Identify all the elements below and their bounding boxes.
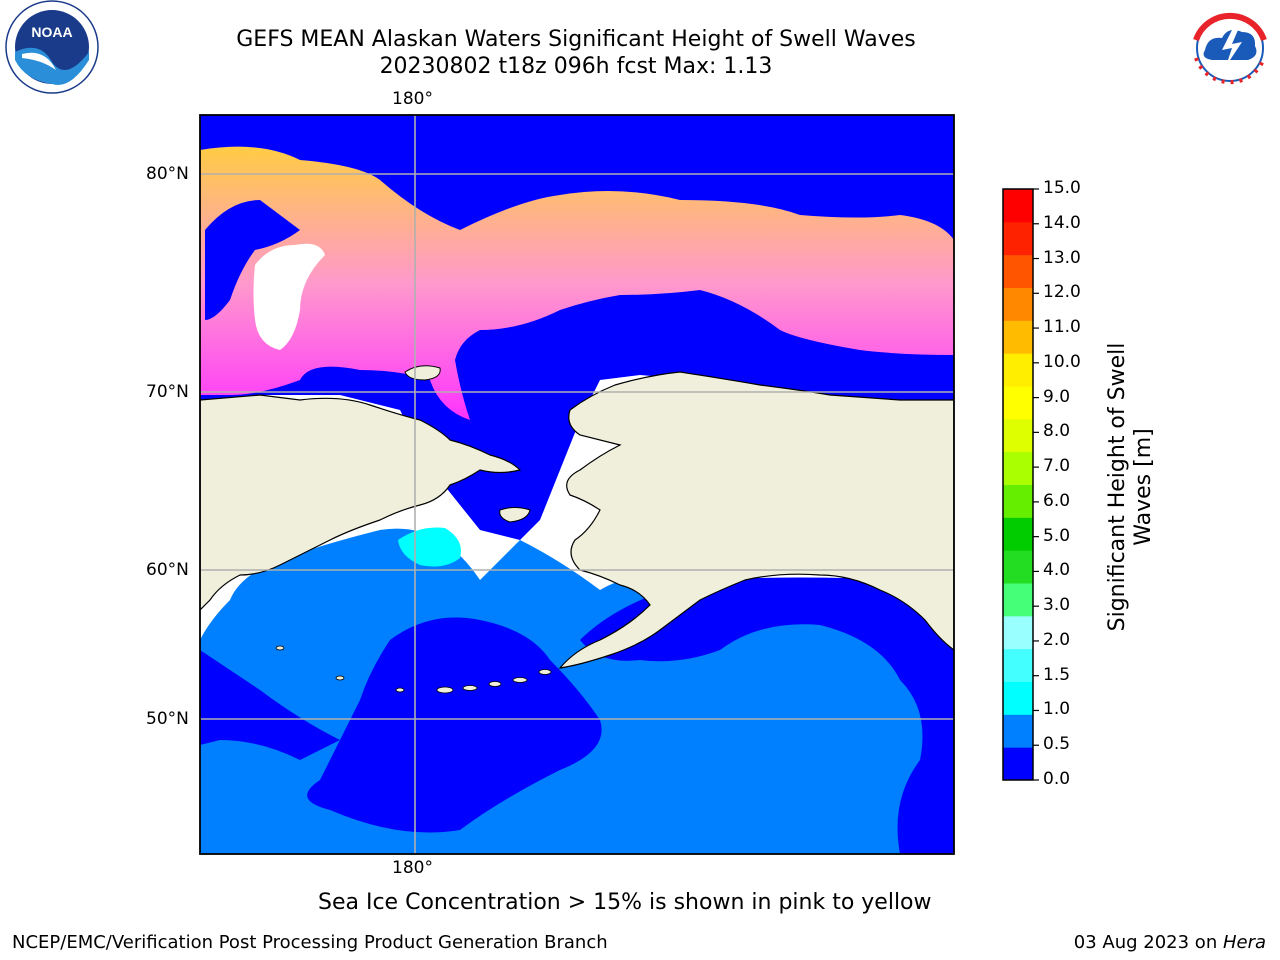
colorbar-tick-label: 1.5	[1043, 664, 1071, 685]
colorbar	[1002, 188, 1039, 781]
colorbar-tick-label: 0.5	[1043, 734, 1071, 755]
colorbar-tick-label: 6.0	[1043, 490, 1071, 511]
colorbar-tick-label: 0.0	[1043, 769, 1071, 789]
colorbar-title: Significant Height of Swell Waves [m]	[1105, 337, 1157, 637]
colorbar-segment	[1003, 550, 1033, 584]
colorbar-segment	[1003, 353, 1033, 387]
footer-date: 03 Aug 2023 on Hera	[1074, 932, 1266, 953]
colorbar-tick-label: 2.0	[1043, 629, 1071, 650]
colorbar-tick-label: 4.0	[1043, 560, 1071, 581]
colorbar-tick-label: 7.0	[1043, 456, 1071, 477]
colorbar-tick-label: 10.0	[1043, 351, 1081, 372]
map-gridlines	[200, 115, 954, 854]
colorbar-segment	[1003, 517, 1033, 551]
land-wrangel-island	[404, 365, 441, 381]
colorbar-tick-label: 12.0	[1043, 282, 1081, 303]
nws-logo	[1184, 2, 1276, 94]
colorbar-tick-label: 9.0	[1043, 386, 1071, 407]
footer-date-text: 03 Aug 2023 on	[1073, 932, 1223, 953]
colorbar-title-line2: Waves [m]	[1131, 428, 1156, 546]
land-siberia	[200, 394, 522, 611]
colorbar-segment	[1003, 254, 1033, 288]
colorbar-tick-label: 13.0	[1043, 247, 1081, 268]
colorbar-tick-label: 14.0	[1043, 212, 1081, 233]
colorbar-title-line1: Significant Height of Swell	[1105, 342, 1130, 632]
colorbar-segment	[1003, 747, 1033, 781]
lat-label-70n: 70°N	[146, 382, 189, 402]
sea-ice	[200, 146, 954, 420]
land-st-lawrence-island	[499, 507, 531, 523]
chart-title: GEFS MEAN Alaskan Waters Significant Hei…	[236, 27, 916, 52]
colorbar-segment	[1003, 681, 1033, 715]
colorbar-segment	[1003, 484, 1033, 518]
colorbar-segment	[1003, 418, 1033, 453]
colorbar-tick-label: 8.0	[1043, 421, 1071, 442]
map-layers	[200, 115, 954, 854]
swell-zone-bering	[307, 617, 602, 833]
colorbar-segment	[1003, 320, 1033, 354]
svg-text:NOAA: NOAA	[31, 24, 72, 40]
colorbar-tick-label: 15.0	[1043, 178, 1081, 198]
swell-zone-gulf	[580, 577, 954, 854]
colorbar-tick-label: 5.0	[1043, 525, 1071, 546]
land-alaska	[558, 371, 954, 669]
colorbar-segment	[1003, 714, 1033, 748]
footer-host: Hera	[1222, 932, 1266, 953]
colorbar-segment	[1003, 451, 1033, 485]
map-caption: Sea Ice Concentration > 15% is shown in …	[318, 890, 932, 915]
swell-zone-1.0-1.5	[398, 527, 461, 567]
lat-label-80n: 80°N	[146, 164, 189, 184]
colorbar-segment	[1003, 287, 1033, 321]
ice-inlet-west	[205, 200, 300, 320]
lon-label-top: 180°	[392, 89, 433, 109]
colorbar-segment	[1003, 386, 1033, 420]
lon-label-bottom: 180°	[392, 858, 433, 878]
colorbar-segment	[1003, 221, 1033, 256]
map-border	[199, 114, 955, 855]
colorbar-tick-label: 3.0	[1043, 595, 1071, 616]
footer-credit: NCEP/EMC/Verification Post Processing Pr…	[12, 932, 608, 953]
chart-subtitle: 20230802 t18z 096h fcst Max: 1.13	[379, 54, 773, 79]
colorbar-tick-label: 1.0	[1043, 699, 1071, 720]
colorbar-border	[1002, 188, 1034, 781]
colorbar-segment	[1003, 189, 1033, 223]
lat-label-60n: 60°N	[146, 560, 189, 580]
lat-label-50n: 50°N	[146, 709, 189, 729]
swell-zone-west	[200, 650, 340, 760]
noaa-logo: NOAA	[5, 0, 99, 94]
ice-gap	[253, 243, 325, 350]
colorbar-segment	[1003, 615, 1033, 650]
aleutian-islands	[275, 645, 552, 694]
colorbar-tick-label: 11.0	[1043, 317, 1081, 338]
colorbar-segment	[1003, 648, 1033, 682]
colorbar-segment	[1003, 583, 1033, 617]
